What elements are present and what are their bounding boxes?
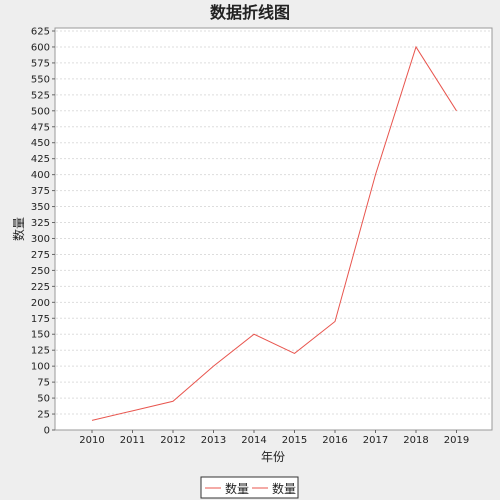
y-tick-label: 575 bbox=[31, 58, 50, 69]
y-tick-label: 200 bbox=[31, 298, 50, 309]
data-point bbox=[334, 320, 337, 323]
legend-label-2: 数量 bbox=[272, 481, 296, 496]
y-tick-label: 50 bbox=[37, 394, 50, 405]
data-point bbox=[374, 173, 377, 176]
y-tick-label: 525 bbox=[31, 90, 50, 101]
y-tick-label: 0 bbox=[44, 426, 50, 437]
plot-area bbox=[54, 27, 493, 431]
y-tick-label: 350 bbox=[31, 202, 50, 213]
y-tick-label: 250 bbox=[31, 266, 50, 277]
data-point bbox=[91, 419, 94, 422]
y-tick-label: 225 bbox=[31, 282, 50, 293]
data-point bbox=[253, 333, 256, 336]
y-tick-label: 150 bbox=[31, 330, 50, 341]
x-axis-label: 年份 bbox=[261, 450, 285, 464]
x-tick-label: 2018 bbox=[403, 435, 428, 446]
y-tick-label: 325 bbox=[31, 218, 50, 229]
data-point bbox=[293, 352, 296, 355]
y-tick-label: 175 bbox=[31, 314, 50, 325]
y-axis-label: 数量 bbox=[11, 217, 26, 241]
x-tick-label: 2012 bbox=[160, 435, 185, 446]
y-tick-label: 375 bbox=[31, 186, 50, 197]
x-tick-label: 2015 bbox=[282, 435, 307, 446]
y-tick-label: 450 bbox=[31, 138, 50, 149]
x-axis-ticks: 2010 2011 2012 2013 2014 2015 2016 2017 2018 2019 bbox=[79, 430, 469, 446]
y-tick-label: 625 bbox=[31, 27, 50, 38]
x-tick-label: 2010 bbox=[79, 435, 104, 446]
data-point bbox=[415, 45, 418, 48]
x-tick-label: 2019 bbox=[444, 435, 469, 446]
y-axis-ticks: 0 25 50 75 100 125 150 175 200 225 250 275 300 325 350… bbox=[31, 27, 55, 437]
chart-title: 数据折线图 bbox=[210, 3, 290, 22]
y-tick-label: 100 bbox=[31, 362, 50, 373]
x-tick-label: 2014 bbox=[241, 435, 266, 446]
y-tick-label: 500 bbox=[31, 106, 50, 117]
y-tick-label: 125 bbox=[31, 346, 50, 357]
series-group bbox=[91, 45, 458, 422]
grid-lines bbox=[56, 30, 491, 415]
legend-box bbox=[200, 476, 299, 499]
data-point bbox=[131, 409, 134, 412]
series-line bbox=[91, 45, 457, 421]
legend: 数量 数量 bbox=[200, 476, 299, 499]
x-tick-label: 2013 bbox=[201, 435, 226, 446]
y-tick-label: 425 bbox=[31, 154, 50, 165]
data-point bbox=[212, 365, 215, 368]
data-point bbox=[172, 400, 175, 403]
y-tick-label: 275 bbox=[31, 250, 50, 261]
y-tick-label: 75 bbox=[37, 378, 50, 389]
x-tick-label: 2017 bbox=[363, 435, 388, 446]
legend-label-1: 数量 bbox=[225, 481, 249, 496]
data-point bbox=[455, 109, 458, 112]
y-tick-label: 400 bbox=[31, 170, 50, 181]
x-tick-label: 2011 bbox=[120, 435, 145, 446]
y-tick-label: 600 bbox=[31, 42, 50, 53]
y-tick-label: 550 bbox=[31, 74, 50, 85]
y-tick-label: 475 bbox=[31, 122, 50, 133]
x-tick-label: 2016 bbox=[322, 435, 347, 446]
y-tick-label: 25 bbox=[37, 410, 50, 421]
y-tick-label: 300 bbox=[31, 234, 50, 245]
